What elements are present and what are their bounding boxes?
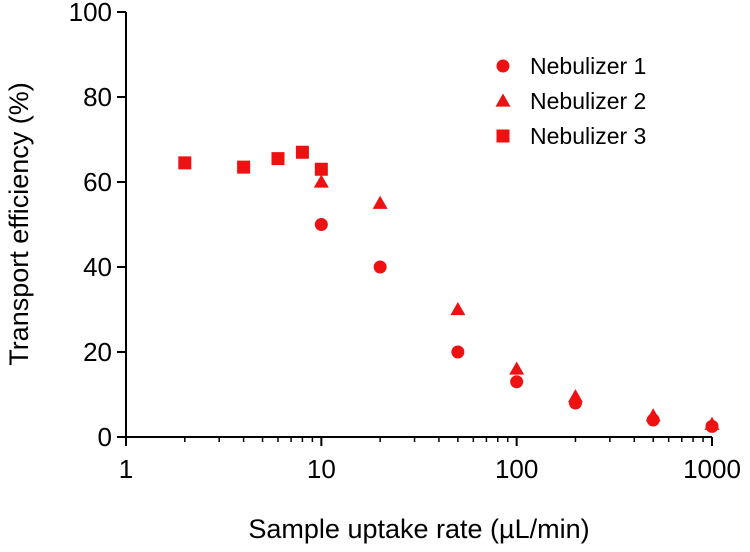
- x-axis-title: Sample uptake rate (µL/min): [248, 514, 589, 544]
- data-point-triangle: [509, 361, 525, 375]
- y-axis-title: Transport efficiency (%): [4, 82, 34, 366]
- y-tick-label: 80: [83, 82, 112, 112]
- data-point-triangle: [372, 195, 388, 209]
- series-2: [313, 174, 720, 430]
- x-tick-label: 1000: [683, 454, 741, 484]
- y-tick-label: 0: [98, 422, 112, 452]
- data-point-triangle: [645, 408, 661, 422]
- data-point-circle: [510, 375, 524, 389]
- legend-item: Nebulizer 2: [495, 88, 646, 114]
- data-point-square: [271, 152, 285, 166]
- x-tick-label: 1: [119, 454, 133, 484]
- tick-labels: 0 20 40 60 80 100 1 10 100 1000: [69, 0, 741, 484]
- y-tick-label: 60: [83, 167, 112, 197]
- data-point-square: [178, 156, 192, 170]
- axes: [125, 12, 712, 438]
- data-point-triangle: [450, 302, 466, 316]
- y-tick-label: 100: [69, 0, 112, 27]
- x-tick-label: 100: [495, 454, 538, 484]
- legend-label: Nebulizer 1: [530, 53, 646, 79]
- legend-marker-square: [496, 129, 510, 143]
- legend-label: Nebulizer 3: [530, 123, 646, 149]
- series-3: [178, 145, 328, 176]
- legend-marker-circle: [496, 59, 510, 73]
- legend-item: Nebulizer 1: [496, 53, 646, 79]
- legend-marker-triangle: [495, 93, 511, 107]
- ticks: [117, 11, 713, 446]
- legend-item: Nebulizer 3: [496, 123, 646, 149]
- data-point-triangle: [313, 174, 329, 188]
- data-point-circle: [314, 218, 328, 231]
- data-point-triangle: [704, 416, 720, 430]
- y-tick-label: 40: [83, 252, 112, 282]
- data-point-square: [314, 162, 328, 176]
- data-point-square: [295, 145, 309, 159]
- x-tick-label: 10: [307, 454, 336, 484]
- data-point-square: [237, 160, 251, 174]
- y-tick-label: 20: [83, 337, 112, 367]
- data-point-circle: [451, 345, 465, 359]
- data-point-circle: [373, 260, 387, 274]
- data-points: [178, 145, 720, 433]
- legend-label: Nebulizer 2: [530, 88, 646, 114]
- data-point-triangle: [567, 389, 583, 403]
- series-1: [314, 218, 719, 433]
- legend: Nebulizer 1 Nebulizer 2 Nebulizer 3: [495, 53, 646, 149]
